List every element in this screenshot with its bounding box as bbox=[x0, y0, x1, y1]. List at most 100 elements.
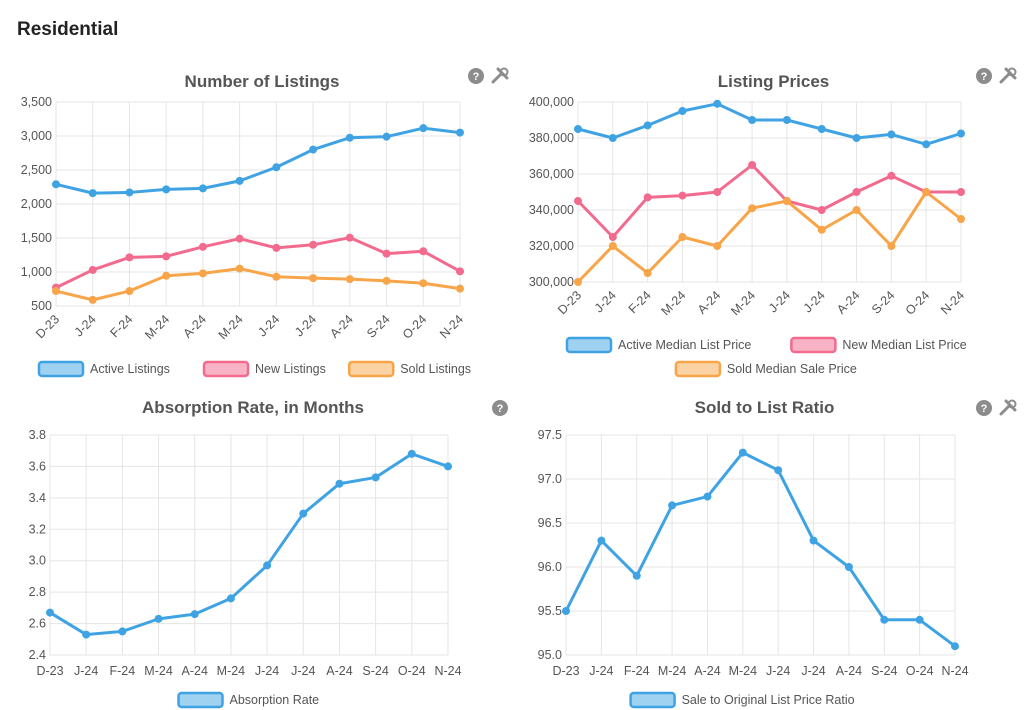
data-point[interactable] bbox=[235, 234, 244, 243]
data-point[interactable] bbox=[309, 145, 318, 154]
data-point[interactable] bbox=[299, 509, 308, 518]
data-point[interactable] bbox=[922, 188, 931, 196]
data-point[interactable] bbox=[125, 253, 134, 262]
data-point[interactable] bbox=[574, 197, 582, 205]
data-point[interactable] bbox=[198, 269, 207, 278]
data-point[interactable] bbox=[713, 99, 722, 108]
data-point[interactable] bbox=[678, 191, 687, 200]
data-point[interactable] bbox=[82, 630, 91, 639]
data-point[interactable] bbox=[226, 594, 235, 603]
data-point[interactable] bbox=[852, 188, 861, 196]
data-point[interactable] bbox=[951, 642, 959, 651]
data-point[interactable] bbox=[309, 240, 318, 249]
legend-item[interactable]: Active Listings bbox=[37, 360, 170, 378]
data-point[interactable] bbox=[46, 608, 54, 617]
legend-item[interactable]: New Listings bbox=[202, 360, 326, 378]
help-icon[interactable]: ? bbox=[492, 400, 508, 416]
data-point[interactable] bbox=[887, 242, 896, 250]
data-point[interactable] bbox=[643, 193, 652, 202]
data-point[interactable] bbox=[162, 271, 171, 280]
data-point[interactable] bbox=[748, 116, 757, 124]
legend-item[interactable]: Sold Median Sale Price bbox=[674, 360, 857, 378]
data-point[interactable] bbox=[738, 448, 747, 457]
data-point[interactable] bbox=[782, 116, 791, 124]
data-point[interactable] bbox=[345, 233, 354, 242]
legend-item[interactable]: Absorption Rate bbox=[177, 691, 320, 709]
data-point[interactable] bbox=[957, 129, 965, 138]
data-point[interactable] bbox=[309, 274, 318, 283]
data-point[interactable] bbox=[597, 536, 606, 545]
data-point[interactable] bbox=[957, 188, 965, 196]
data-point[interactable] bbox=[632, 571, 641, 580]
data-point[interactable] bbox=[335, 479, 344, 488]
data-point[interactable] bbox=[643, 269, 652, 277]
data-point[interactable] bbox=[713, 242, 722, 250]
help-icon[interactable]: ? bbox=[468, 68, 484, 84]
data-point[interactable] bbox=[382, 276, 391, 285]
data-point[interactable] bbox=[88, 189, 97, 198]
legend-item[interactable]: Sale to Original List Price Ratio bbox=[629, 691, 855, 709]
data-point[interactable] bbox=[852, 134, 861, 142]
data-point[interactable] bbox=[957, 215, 965, 223]
data-point[interactable] bbox=[817, 125, 826, 133]
wrench-icon[interactable] bbox=[999, 399, 1017, 416]
data-point[interactable] bbox=[419, 124, 428, 133]
data-point[interactable] bbox=[198, 184, 207, 193]
data-point[interactable] bbox=[190, 610, 199, 619]
data-point[interactable] bbox=[125, 188, 134, 197]
data-point[interactable] bbox=[382, 132, 391, 141]
help-icon[interactable]: ? bbox=[976, 400, 992, 416]
data-point[interactable] bbox=[272, 163, 281, 172]
data-point[interactable] bbox=[678, 233, 687, 241]
data-point[interactable] bbox=[118, 627, 127, 636]
data-point[interactable] bbox=[678, 107, 687, 115]
data-point[interactable] bbox=[52, 180, 60, 189]
data-point[interactable] bbox=[880, 615, 889, 624]
wrench-icon[interactable] bbox=[999, 67, 1017, 84]
data-point[interactable] bbox=[852, 206, 861, 214]
data-point[interactable] bbox=[407, 449, 416, 458]
data-point[interactable] bbox=[382, 249, 391, 258]
data-point[interactable] bbox=[748, 204, 757, 213]
data-point[interactable] bbox=[125, 287, 134, 296]
data-point[interactable] bbox=[345, 133, 354, 142]
legend-item[interactable]: Active Median List Price bbox=[565, 336, 751, 354]
data-point[interactable] bbox=[162, 252, 171, 261]
data-point[interactable] bbox=[844, 563, 853, 571]
data-point[interactable] bbox=[668, 501, 677, 510]
data-point[interactable] bbox=[608, 233, 617, 241]
data-point[interactable] bbox=[748, 161, 757, 169]
data-point[interactable] bbox=[887, 171, 896, 180]
data-point[interactable] bbox=[562, 607, 570, 615]
data-point[interactable] bbox=[608, 242, 617, 250]
wrench-icon[interactable] bbox=[491, 67, 509, 84]
data-point[interactable] bbox=[456, 128, 464, 137]
data-point[interactable] bbox=[419, 247, 428, 256]
data-point[interactable] bbox=[371, 473, 380, 482]
data-point[interactable] bbox=[774, 466, 783, 475]
data-point[interactable] bbox=[272, 272, 281, 281]
data-point[interactable] bbox=[574, 125, 582, 133]
data-point[interactable] bbox=[263, 561, 272, 570]
data-point[interactable] bbox=[817, 206, 826, 214]
data-point[interactable] bbox=[154, 614, 163, 623]
data-point[interactable] bbox=[703, 492, 712, 501]
data-point[interactable] bbox=[887, 130, 896, 139]
data-point[interactable] bbox=[456, 267, 464, 276]
data-point[interactable] bbox=[162, 185, 171, 194]
data-point[interactable] bbox=[817, 225, 826, 234]
data-point[interactable] bbox=[915, 615, 924, 624]
data-point[interactable] bbox=[643, 121, 652, 130]
data-point[interactable] bbox=[922, 140, 931, 149]
legend-item[interactable]: Sold Listings bbox=[347, 360, 471, 378]
data-point[interactable] bbox=[456, 284, 464, 293]
data-point[interactable] bbox=[52, 287, 60, 296]
data-point[interactable] bbox=[235, 176, 244, 185]
data-point[interactable] bbox=[608, 134, 617, 142]
data-point[interactable] bbox=[444, 462, 452, 471]
data-point[interactable] bbox=[345, 275, 354, 284]
data-point[interactable] bbox=[782, 197, 791, 205]
help-icon[interactable]: ? bbox=[976, 68, 992, 84]
data-point[interactable] bbox=[88, 265, 97, 274]
data-point[interactable] bbox=[419, 279, 428, 288]
